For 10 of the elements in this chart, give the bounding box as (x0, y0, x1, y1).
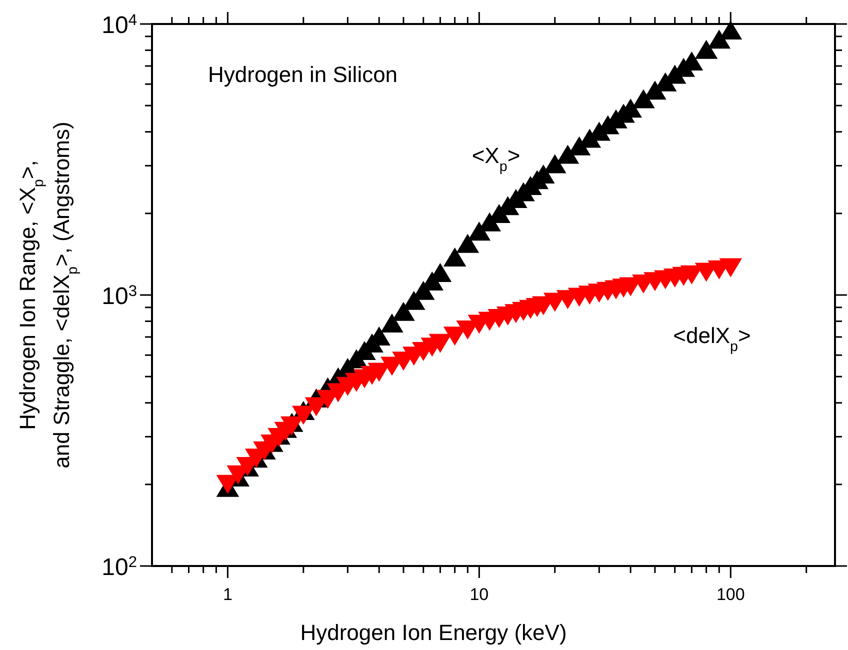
y-tick-label: 10$^{3}$ (102, 282, 137, 310)
annotation: <X$_{p}$> (472, 143, 520, 175)
x-tick-label: 100 (716, 585, 745, 604)
x-axis-title: Hydrogen Ion Energy (keV) (300, 620, 567, 645)
x-tick-label: 1 (222, 585, 232, 604)
x-tick-label: 10 (470, 585, 489, 604)
annotation: <delX$_{p}$> (673, 323, 751, 355)
y-tick-label: 10$^{2}$ (102, 554, 137, 581)
y-tick-label: 10$^{4}$ (102, 12, 138, 39)
text: Hydrogen in Silicon (208, 62, 398, 87)
